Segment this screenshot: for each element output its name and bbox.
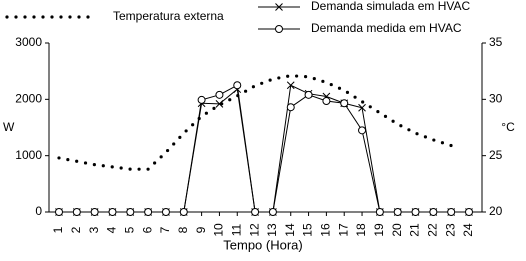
x-tick-label: 15 (301, 223, 315, 237)
marker (251, 208, 260, 216)
y-tick-label: 2000 (15, 92, 42, 106)
x-tick-label: 1 (51, 226, 65, 233)
marker (161, 208, 170, 216)
marker (275, 25, 283, 33)
x-tick-label: 8 (176, 226, 190, 233)
marker (358, 126, 367, 135)
y-axis-label: W (3, 120, 15, 134)
x-tick-label: 7 (158, 226, 172, 233)
y2-tick-label: 30 (489, 92, 503, 106)
marker (375, 208, 384, 216)
series-line (57, 74, 453, 171)
marker (286, 103, 295, 112)
y2-tick-label: 20 (489, 204, 503, 218)
x-tick-label: 11 (229, 223, 243, 236)
marker (275, 3, 283, 11)
marker (215, 99, 224, 108)
marker (268, 208, 277, 216)
x-tick-label: 21 (408, 223, 422, 237)
x-tick-label: 3 (87, 226, 101, 233)
y2-tick-label: 25 (489, 148, 503, 162)
series-line (59, 84, 469, 213)
marker (215, 90, 224, 99)
x-tick-label: 19 (372, 223, 386, 237)
marker (55, 208, 63, 216)
marker (429, 208, 438, 216)
x-tick-label: 9 (194, 226, 208, 233)
marker (304, 90, 313, 99)
marker (393, 208, 402, 216)
marker (233, 81, 242, 90)
legend-label: Demanda medida em HVAC (311, 21, 462, 35)
x-tick-label: 17 (336, 223, 350, 237)
marker (144, 208, 153, 216)
marker (340, 99, 349, 108)
x-tick-label: 18 (354, 223, 368, 237)
x-tick-label: 4 (105, 226, 119, 233)
marker (179, 208, 188, 216)
legend-label: Demanda simulada em HVAC (311, 0, 471, 13)
x-tick-label: 12 (247, 223, 261, 237)
x-tick-label: 20 (390, 223, 404, 237)
x-tick-label: 10 (212, 223, 226, 237)
x-tick-label: 22 (426, 223, 440, 237)
x-tick-label: 6 (140, 226, 154, 233)
marker (72, 208, 81, 216)
y-tick-label: 1000 (15, 148, 42, 162)
y-tick-label: 3000 (15, 35, 42, 49)
x-tick-label: 13 (265, 223, 279, 237)
x-tick-label: 24 (461, 223, 475, 237)
marker (197, 95, 206, 104)
legend-label: Temperatura externa (113, 9, 224, 23)
marker (90, 208, 99, 216)
x-tick-label: 5 (122, 226, 136, 233)
y-tick-label: 0 (35, 204, 42, 218)
marker (447, 208, 456, 216)
marker (322, 97, 331, 106)
marker (465, 208, 473, 216)
x-tick-label: 23 (443, 223, 457, 237)
marker (108, 208, 117, 216)
x-axis-label: Tempo (Hora) (223, 237, 302, 252)
y2-tick-label: 35 (489, 35, 503, 49)
marker (126, 208, 135, 216)
x-tick-label: 16 (319, 223, 333, 237)
x-tick-label: 2 (69, 226, 83, 233)
marker (358, 103, 366, 112)
x-tick-label: 14 (283, 223, 297, 237)
series-line (59, 84, 469, 213)
y2-axis-label: °C (501, 120, 515, 134)
marker (411, 208, 420, 216)
marker (286, 81, 295, 90)
